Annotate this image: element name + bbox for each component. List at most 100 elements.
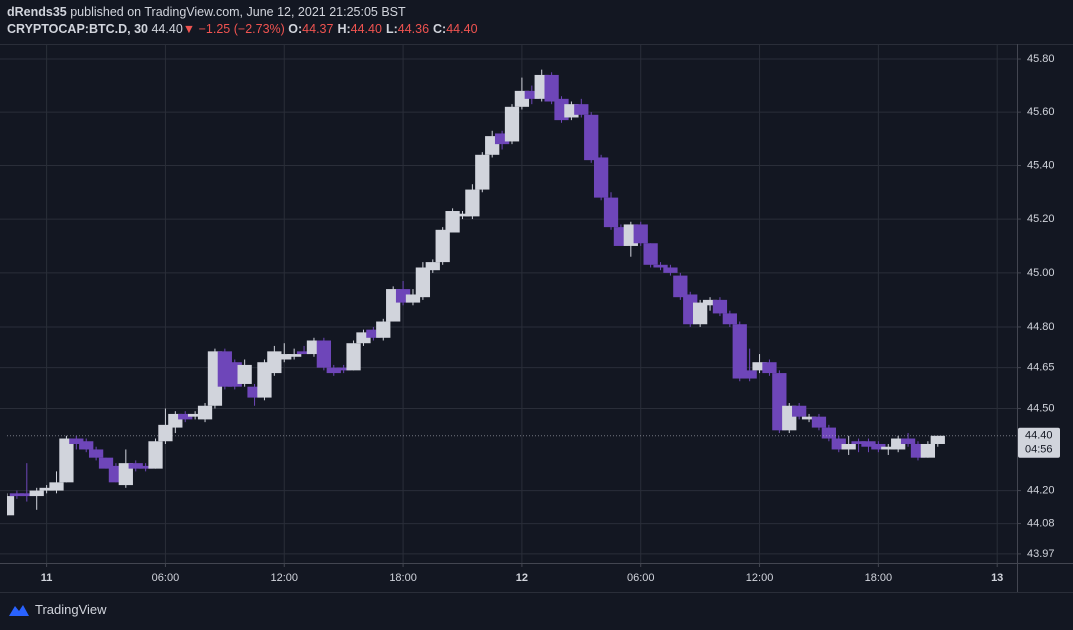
- x-tick-label: 06:00: [627, 572, 655, 584]
- candle-body: [504, 106, 520, 142]
- candle-body: [435, 229, 450, 263]
- ohlc-value: 44.37: [302, 22, 334, 36]
- candle-body: [891, 438, 906, 450]
- candle-body: [69, 438, 84, 444]
- candle-body: [9, 493, 25, 497]
- candle-body: [138, 465, 153, 469]
- candle-body: [574, 104, 589, 115]
- x-tick-label: 11: [41, 572, 53, 584]
- candle-body: [128, 463, 143, 469]
- candle-body: [445, 211, 460, 233]
- candle-body: [237, 364, 252, 384]
- candle-body: [475, 154, 490, 190]
- candle-body: [49, 482, 64, 491]
- ohlc-value: 44.40: [446, 22, 478, 36]
- candle-body: [524, 90, 539, 99]
- candle-body: [29, 490, 44, 497]
- y-tick-label: 45.60: [1027, 106, 1055, 118]
- candle-body: [722, 313, 737, 325]
- symbol-line: CRYPTOCAP:BTC.D, 30 44.40▼ −1.25 (−2.73%…: [7, 22, 482, 36]
- x-tick-label: 18:00: [389, 572, 417, 584]
- candle-body: [425, 262, 440, 271]
- candle-body: [544, 74, 559, 102]
- x-tick-label: 13: [991, 572, 1003, 584]
- candle-body: [920, 443, 936, 458]
- y-tick-label: 44.20: [1027, 484, 1055, 496]
- x-tick-label: 18:00: [865, 572, 893, 584]
- candle-body: [366, 329, 381, 338]
- author: dRends35: [7, 5, 67, 19]
- last-price-label: 44.40: [1025, 430, 1053, 442]
- candle-body: [178, 413, 193, 420]
- brand: TradingView: [35, 602, 107, 617]
- x-tick-label: 12:00: [746, 572, 774, 584]
- candle-body: [158, 424, 173, 442]
- candle-body: [881, 446, 896, 450]
- candle-body: [752, 362, 767, 371]
- candle-body: [79, 441, 94, 450]
- ohlc-key: H:: [337, 22, 351, 36]
- candle-body: [821, 427, 836, 439]
- y-tick-label: 45.00: [1027, 267, 1055, 279]
- y-tick-label: 45.20: [1027, 213, 1055, 225]
- candle-body: [148, 441, 163, 469]
- candle-body: [88, 449, 104, 458]
- candle-body: [643, 243, 658, 265]
- y-tick-label: 45.80: [1027, 53, 1055, 65]
- candle-body: [287, 354, 302, 357]
- candle-body: [653, 264, 668, 268]
- candle-body: [326, 367, 341, 374]
- x-tick-label: 12: [516, 572, 528, 584]
- x-tick-label: 12:00: [270, 572, 298, 584]
- ohlc-value: 44.40: [350, 22, 382, 36]
- candle-body: [494, 133, 510, 145]
- candle-body: [742, 370, 757, 379]
- price: 44.40: [151, 22, 183, 36]
- candle-body: [871, 443, 886, 450]
- ohlc-key: C:: [433, 22, 447, 36]
- candle-body: [316, 340, 331, 368]
- candle-body: [59, 438, 74, 483]
- publish-line: dRends35 published on TradingView.com, J…: [7, 5, 406, 19]
- candle-body: [7, 496, 15, 516]
- countdown: 04:56: [1025, 444, 1053, 456]
- y-tick-label: 44.80: [1027, 321, 1055, 333]
- candle-body: [39, 487, 54, 491]
- candle-body: [19, 493, 34, 497]
- ohlc-key: O:: [288, 22, 303, 36]
- change: −1.25 (−2.73%): [198, 22, 285, 36]
- candle-body: [296, 351, 312, 355]
- candle-body: [346, 343, 361, 371]
- candle-body: [673, 275, 688, 298]
- candle-body: [841, 443, 856, 450]
- chart: 45.80 45.60 45.40 45.20 45.00 44.80 44.65 44.50…: [0, 44, 1073, 593]
- candle-body: [118, 463, 133, 486]
- y-tick-label: 45.40: [1027, 159, 1055, 171]
- candle-body: [732, 324, 747, 379]
- candle-body: [712, 299, 728, 314]
- candle-body: [930, 435, 945, 444]
- candle-body: [188, 413, 203, 417]
- candle-body: [663, 267, 678, 273]
- y-tick-label: 44.08: [1027, 517, 1055, 529]
- candle-body: [584, 114, 599, 161]
- candle-body: [792, 405, 807, 417]
- candle-body: [762, 362, 777, 374]
- candle-body: [415, 267, 431, 298]
- candle-body: [376, 321, 391, 338]
- candle-body: [861, 441, 876, 447]
- x-tick-label: 06:00: [152, 572, 180, 584]
- candle-body: [277, 354, 292, 360]
- grid: [0, 45, 1017, 563]
- candle-body: [405, 294, 421, 303]
- candle-body: [702, 299, 718, 306]
- footer: TradingView: [8, 602, 107, 617]
- candle-body: [455, 213, 470, 217]
- y-tick-label: 44.50: [1027, 402, 1055, 414]
- arrow: ▼: [182, 22, 196, 36]
- candle-body: [831, 438, 846, 450]
- candle-body: [811, 416, 827, 428]
- last-price-box: [1018, 427, 1060, 458]
- candle-body: [693, 302, 708, 325]
